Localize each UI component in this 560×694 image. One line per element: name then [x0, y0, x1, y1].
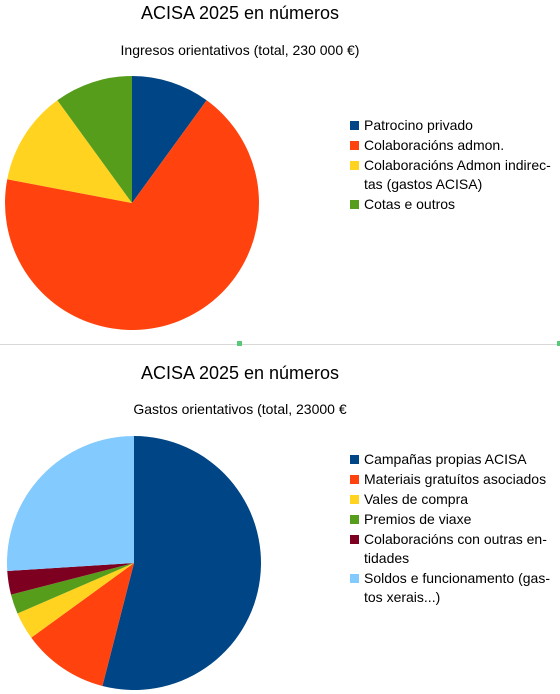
- pie-slice: [102, 436, 261, 690]
- chart-subtitle: Ingresos orientativos (total, 230 000 €): [120, 42, 360, 58]
- expenses-chart-panel: ACISA 2025 en números Gastos orientativo…: [0, 350, 560, 694]
- legend-item: Soldos e funcionamento (gas-tos xerais..…: [350, 569, 560, 607]
- legend-item: Materiais gratuítos asociados: [350, 470, 560, 489]
- pie-slice: [6, 436, 134, 571]
- legend-label: Soldos e funcionamento (gas-: [364, 570, 550, 586]
- income-chart-panel: ACISA 2025 en números Ingresos orientati…: [0, 0, 560, 344]
- legend-label: tidades: [364, 550, 410, 566]
- expenses-pie-chart: [6, 436, 261, 690]
- income-legend: Patrocino privado Colaboracións admon. Col…: [350, 116, 560, 215]
- pie-slice: [57, 76, 132, 203]
- selection-handle[interactable]: [237, 341, 242, 346]
- chart-subtitle: Gastos orientativos (total, 23000 €: [133, 401, 347, 417]
- legend-item: Colaboracións admon.: [350, 136, 560, 155]
- legend-label: Premios de viaxe: [364, 511, 472, 527]
- legend-swatch: [350, 574, 359, 583]
- legend-item: Patrocino privado: [350, 116, 560, 135]
- chart-title: ACISA 2025 en números: [140, 363, 340, 383]
- legend-item: Premios de viaxe: [350, 510, 560, 529]
- legend-label: Colaboracións con outras en-: [364, 531, 547, 547]
- selection-handle-right[interactable]: [557, 341, 560, 346]
- legend-label: tas (gastos ACISA): [364, 176, 483, 192]
- legend-swatch: [350, 121, 359, 130]
- legend-label: tos xerais...): [364, 589, 441, 605]
- legend-label: Colaboracións admon.: [364, 137, 505, 153]
- pie-slice: [17, 563, 135, 638]
- income-pie-chart: [5, 76, 259, 330]
- legend-label: Cotas e outros: [364, 196, 456, 212]
- pie-slice: [7, 563, 135, 595]
- pie-slice: [31, 563, 135, 687]
- legend-swatch: [350, 161, 359, 170]
- legend-label: Campañas propias ACISA: [364, 451, 527, 467]
- expenses-legend: Campañas propias ACISA Materiais gratuíto…: [350, 450, 560, 608]
- legend-item: Vales de compra: [350, 490, 560, 509]
- legend-swatch: [350, 141, 359, 150]
- legend-swatch: [350, 475, 359, 484]
- legend-swatch: [350, 535, 359, 544]
- legend-item: Cotas e outros: [350, 195, 560, 214]
- pie-slice: [5, 100, 259, 330]
- chart-divider: [0, 344, 560, 345]
- legend-label: Patrocino privado: [364, 117, 473, 133]
- pie-slice: [10, 563, 135, 614]
- legend-item: Colaboracións Admon indirec-tas (gastos …: [350, 156, 560, 194]
- legend-swatch: [350, 455, 359, 464]
- legend-item: Campañas propias ACISA: [350, 450, 560, 469]
- legend-swatch: [350, 495, 359, 504]
- legend-item: Colaboracións con outras en-tidades: [350, 530, 560, 568]
- legend-swatch: [350, 515, 359, 524]
- chart-title: ACISA 2025 en números: [140, 3, 340, 23]
- legend-label: Vales de compra: [364, 491, 469, 507]
- legend-label: Colaboracións Admon indirec-: [364, 157, 551, 173]
- legend-swatch: [350, 200, 359, 209]
- pie-slice: [7, 100, 132, 203]
- legend-label: Materiais gratuítos asociados: [364, 471, 547, 487]
- pie-slice: [132, 76, 207, 203]
